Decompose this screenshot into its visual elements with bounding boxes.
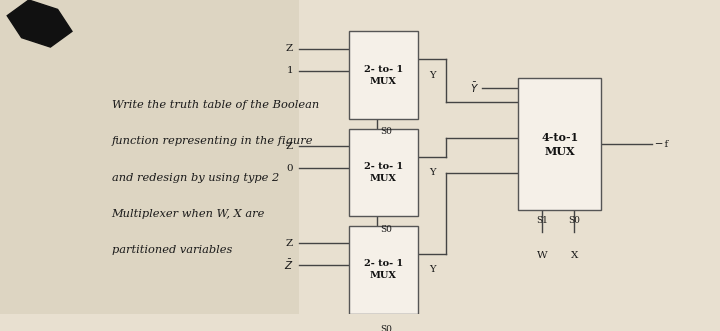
Bar	[349, 31, 418, 119]
Text: $\bar{Z}$: $\bar{Z}$	[284, 259, 293, 272]
Text: ─ f: ─ f	[655, 140, 668, 149]
Text: partitioned variables: partitioned variables	[112, 245, 232, 255]
Text: Y: Y	[428, 265, 436, 274]
Text: S0: S0	[380, 127, 392, 136]
Text: Write the truth table of the Boolean: Write the truth table of the Boolean	[112, 100, 319, 111]
Text: S1: S1	[536, 216, 548, 225]
Text: S0: S0	[380, 325, 392, 331]
Text: 1: 1	[287, 67, 293, 75]
Text: S0: S0	[380, 224, 392, 234]
Text: 2- to- 1
MUX: 2- to- 1 MUX	[364, 65, 403, 86]
Text: W: W	[536, 251, 547, 260]
Bar	[518, 78, 601, 210]
Text: Y: Y	[428, 71, 436, 80]
Text: Z: Z	[286, 239, 293, 248]
Text: 4-to-1
MUX: 4-to-1 MUX	[541, 131, 578, 157]
Text: Z: Z	[286, 44, 293, 53]
Bar	[349, 129, 418, 216]
Text: $\bar{Y}$: $\bar{Y}$	[469, 81, 479, 95]
Polygon shape	[7, 0, 72, 47]
Text: function representing in the figure: function representing in the figure	[112, 136, 313, 147]
Bar	[349, 226, 418, 314]
Text: X: X	[570, 251, 578, 260]
Text: Y: Y	[428, 168, 436, 177]
Text: Multiplexer when W, X are: Multiplexer when W, X are	[112, 209, 265, 219]
Text: 0: 0	[287, 164, 293, 173]
Text: S0: S0	[568, 216, 580, 225]
Text: Z: Z	[286, 142, 293, 151]
Text: and redesign by using type 2: and redesign by using type 2	[112, 172, 279, 183]
Text: 2- to- 1
MUX: 2- to- 1 MUX	[364, 162, 403, 183]
Text: 2- to- 1
MUX: 2- to- 1 MUX	[364, 260, 403, 280]
Bar	[0, 0, 299, 314]
